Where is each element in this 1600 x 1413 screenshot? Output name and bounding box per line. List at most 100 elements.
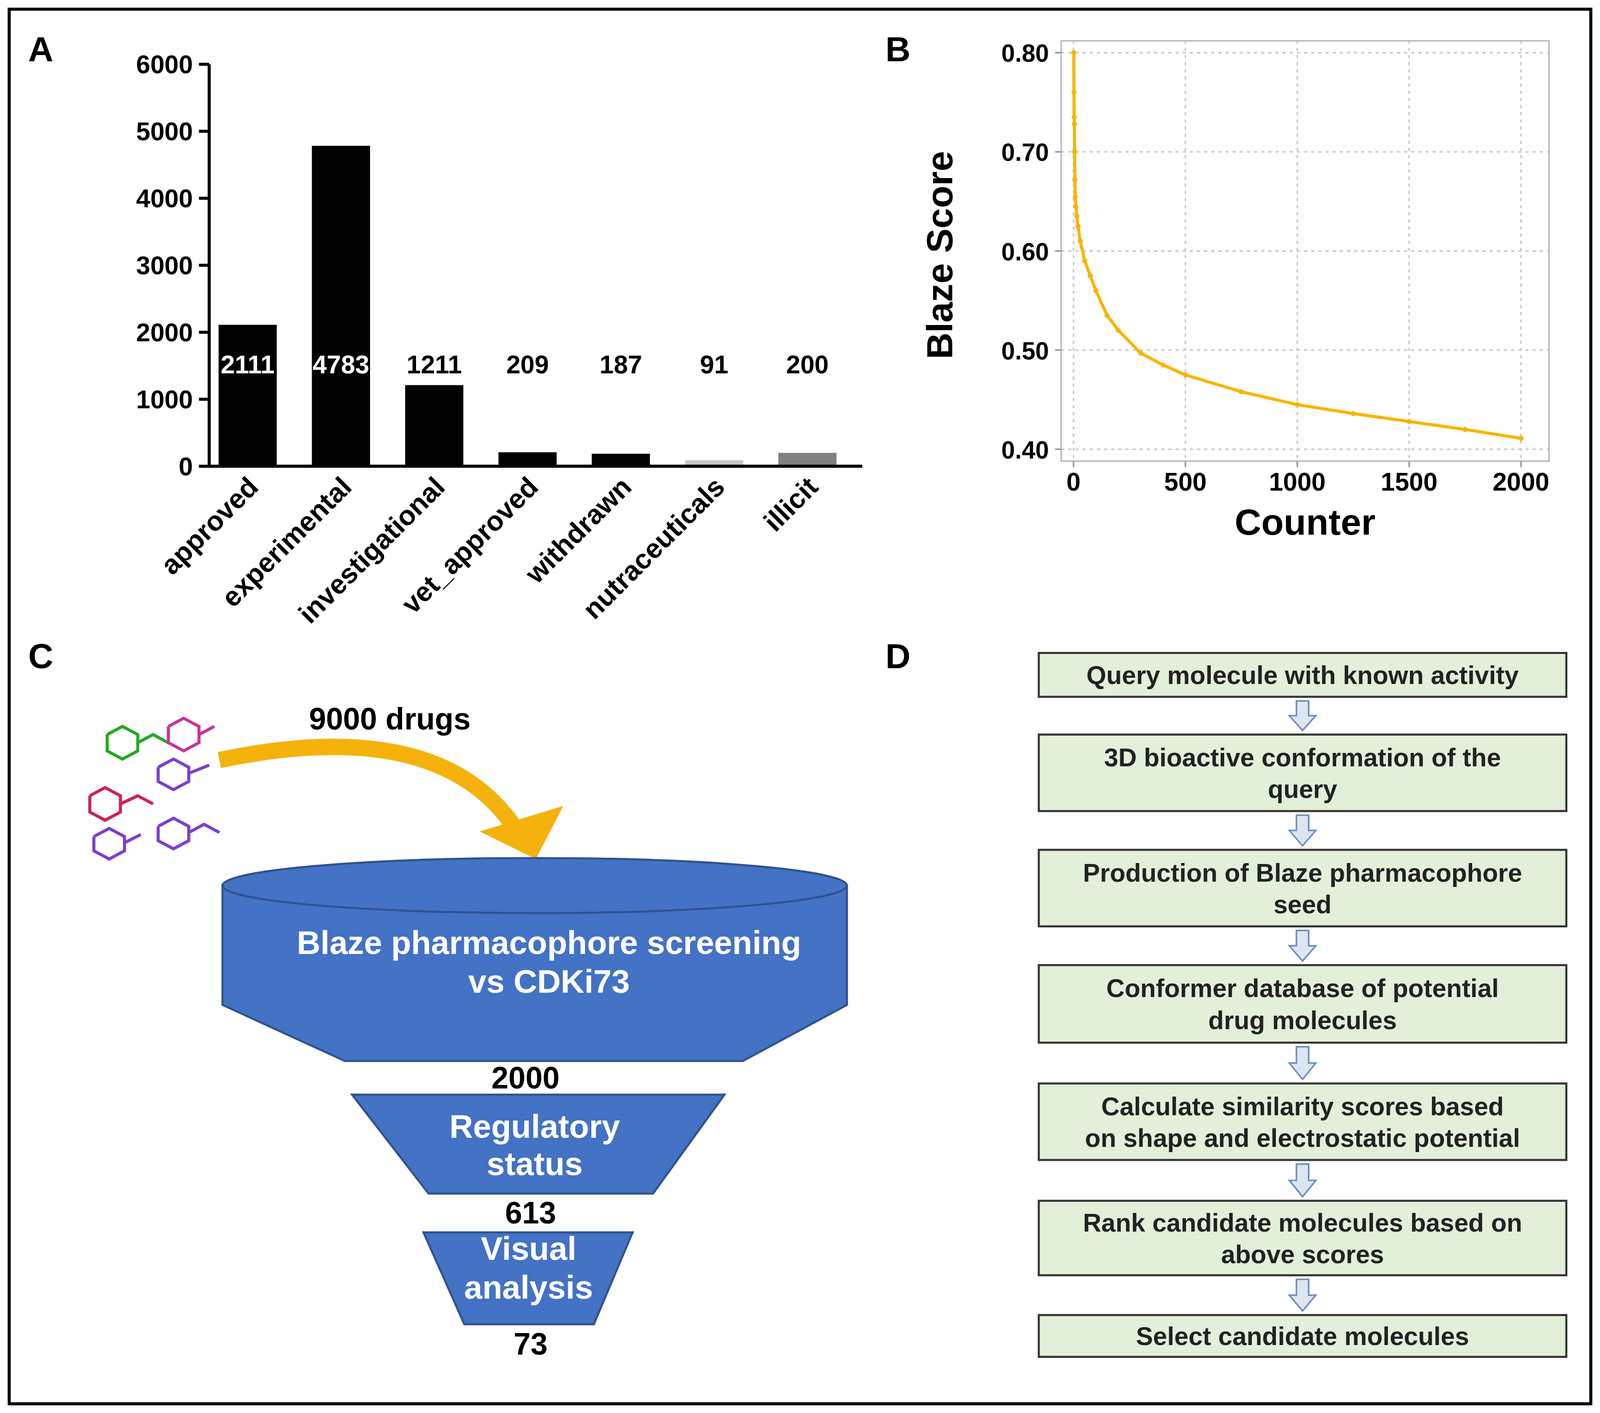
stage-label: vs CDKi73 bbox=[468, 963, 630, 1000]
flow-text: seed bbox=[1273, 890, 1332, 919]
background bbox=[0, 0, 1600, 1413]
flow-text: on shape and electrostatic potential bbox=[1084, 1124, 1521, 1153]
data-label: 200 bbox=[786, 350, 829, 379]
flow-text: Conformer database of potential bbox=[1106, 974, 1499, 1003]
series bbox=[1070, 50, 1524, 441]
flow-box bbox=[1038, 734, 1567, 812]
marker bbox=[1093, 288, 1099, 294]
tick bbox=[1408, 461, 1410, 468]
marker bbox=[1071, 90, 1077, 96]
tick-label: 0 bbox=[178, 452, 193, 481]
tick-label: 0.40 bbox=[1001, 436, 1050, 464]
x-axis bbox=[209, 464, 863, 468]
axis-title: Counter bbox=[1234, 501, 1376, 543]
marker bbox=[1462, 427, 1468, 433]
marker bbox=[1081, 258, 1088, 264]
tick bbox=[1072, 461, 1075, 468]
panel-letter: A bbox=[28, 29, 54, 69]
tick bbox=[199, 196, 210, 200]
stage-label: status bbox=[486, 1145, 583, 1183]
tick-label: 0.50 bbox=[1001, 337, 1050, 365]
category-label: vet_approved bbox=[395, 471, 544, 620]
tick-label: 6000 bbox=[135, 50, 193, 79]
tick-label: 500 bbox=[1164, 467, 1207, 496]
category-label: nutraceuticals bbox=[576, 471, 731, 625]
tick bbox=[199, 397, 210, 401]
marker bbox=[1138, 350, 1144, 356]
funnel-top bbox=[222, 858, 847, 914]
flow-text: Rank candidate molecules based on bbox=[1082, 1208, 1523, 1238]
bar bbox=[778, 452, 837, 467]
marker bbox=[1070, 50, 1077, 56]
flow-arrow bbox=[1289, 1279, 1316, 1312]
tick bbox=[1184, 461, 1186, 468]
panel-letter: D bbox=[885, 636, 911, 676]
arrow-head bbox=[479, 806, 564, 860]
grid-line bbox=[1061, 250, 1550, 252]
plot-frame bbox=[1061, 40, 1550, 462]
grid-line bbox=[1061, 151, 1550, 153]
tick bbox=[1055, 151, 1062, 153]
grid-line bbox=[1408, 40, 1410, 462]
tick bbox=[1055, 52, 1062, 54]
marker bbox=[1406, 418, 1412, 425]
grid-line bbox=[1061, 448, 1550, 451]
tick bbox=[199, 62, 210, 66]
bar bbox=[311, 146, 370, 467]
flow-box bbox=[1038, 1315, 1567, 1357]
flow-text: query bbox=[1267, 775, 1338, 804]
tick-label: 1500 bbox=[1380, 467, 1438, 496]
tick bbox=[199, 464, 210, 468]
tick-label: 2000 bbox=[1492, 467, 1550, 496]
flow-arrow bbox=[1289, 700, 1316, 731]
molecule-icon bbox=[93, 828, 141, 860]
grid-line bbox=[1061, 52, 1550, 54]
bar bbox=[498, 452, 557, 467]
marker bbox=[1071, 149, 1078, 155]
flow-arrow bbox=[1289, 1047, 1316, 1080]
stage-count: 73 bbox=[513, 1327, 548, 1362]
molecule-icon bbox=[168, 718, 215, 752]
tick-label: 3000 bbox=[135, 251, 193, 280]
category-label: illicit bbox=[757, 471, 824, 538]
figure: ABCD2111approved4783experimental1211inve… bbox=[0, 0, 1600, 1413]
data-label: 1211 bbox=[406, 350, 462, 379]
stage-label: analysis bbox=[463, 1269, 593, 1306]
flow-box bbox=[1038, 965, 1567, 1043]
marker bbox=[1072, 177, 1078, 183]
stage-count: 613 bbox=[505, 1195, 557, 1231]
stage-label: Regulatory bbox=[449, 1108, 620, 1145]
data-label: 4783 bbox=[312, 350, 370, 379]
flow-arrow bbox=[1289, 1164, 1316, 1197]
bar bbox=[405, 385, 463, 467]
tick-label: 0 bbox=[1066, 467, 1082, 496]
tick-label: 0.60 bbox=[1001, 238, 1050, 266]
bar bbox=[591, 453, 650, 467]
flow-text: Production of Blaze pharmacophore bbox=[1082, 858, 1522, 888]
marker bbox=[1087, 273, 1093, 279]
tick bbox=[199, 129, 210, 133]
data-label: 2111 bbox=[220, 350, 275, 379]
funnel-stage bbox=[351, 1094, 725, 1195]
molecule-icon bbox=[90, 787, 154, 821]
tick bbox=[1055, 448, 1062, 451]
tick-label: 5000 bbox=[135, 117, 193, 146]
marker bbox=[1350, 411, 1356, 417]
bars bbox=[218, 146, 837, 467]
marker bbox=[1077, 238, 1083, 244]
data-label: 209 bbox=[506, 350, 549, 379]
bar bbox=[218, 325, 277, 467]
marker bbox=[1183, 372, 1189, 378]
tick-label: 1000 bbox=[135, 385, 193, 414]
tick-label: 0.70 bbox=[1001, 138, 1050, 167]
marker bbox=[1071, 114, 1077, 120]
marker bbox=[1072, 193, 1079, 200]
flow-arrow bbox=[1289, 815, 1316, 846]
flow-text: Query molecule with known activity bbox=[1086, 661, 1519, 690]
marker bbox=[1104, 313, 1110, 319]
flow-text: Select candidate molecules bbox=[1136, 1322, 1470, 1351]
flow-box bbox=[1038, 849, 1567, 927]
tick bbox=[1520, 461, 1522, 468]
tick-label: 1000 bbox=[1268, 467, 1326, 496]
flow-text: Calculate similarity scores based bbox=[1101, 1092, 1504, 1121]
